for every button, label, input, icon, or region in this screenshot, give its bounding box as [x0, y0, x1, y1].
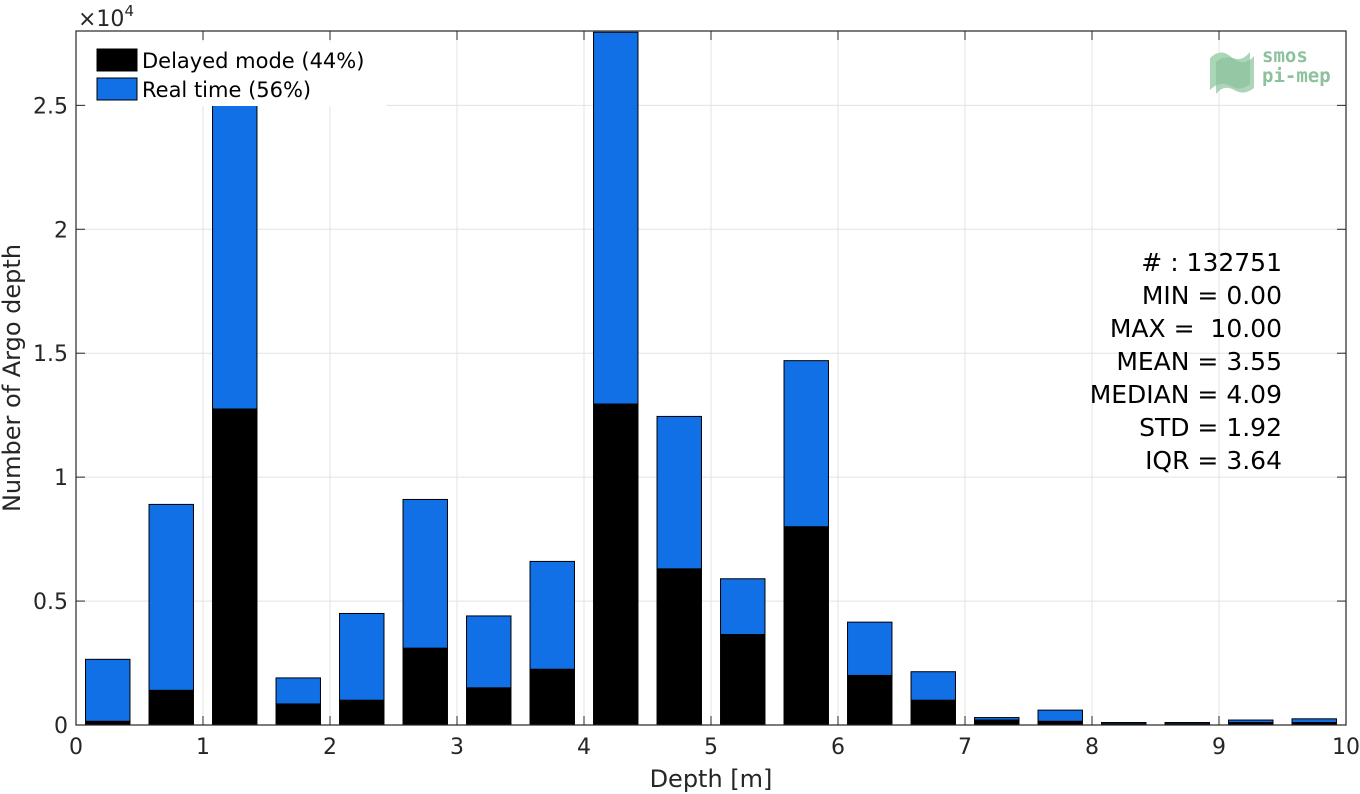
- x-tick-label: 0: [69, 735, 83, 760]
- bars: [85, 31, 1337, 726]
- bar-real-time: [1291, 718, 1337, 724]
- bar-real-time: [212, 98, 258, 410]
- y-axis-label: Number of Argo depth: [0, 244, 26, 512]
- bar-delayed-mode: [148, 689, 194, 726]
- legend-label-delayed: Delayed mode (44%): [142, 49, 364, 73]
- x-tick-label: 7: [958, 735, 972, 760]
- stat-max: MAX = 10.00: [1109, 314, 1282, 343]
- bar-real-time: [1228, 719, 1274, 724]
- bar-delayed-mode: [339, 699, 385, 726]
- bar-delayed-mode: [720, 634, 766, 726]
- bar-delayed-mode: [974, 719, 1020, 726]
- logo-line-1: smos: [1262, 45, 1308, 67]
- y-exponent-power: 4: [124, 2, 134, 20]
- stat-mean: MEAN = 3.55: [1116, 347, 1282, 376]
- x-tick-label: 8: [1085, 735, 1099, 760]
- bar-delayed-mode: [656, 568, 702, 726]
- bar-delayed-mode: [212, 408, 258, 726]
- x-tick-label: 3: [450, 735, 464, 760]
- bar-real-time: [847, 621, 893, 676]
- statistics-panel: # : 132751 MIN = 0.00 MAX = 10.00 MEAN =…: [1090, 246, 1282, 477]
- wave-icon: [1210, 52, 1254, 94]
- bar-real-time: [529, 560, 575, 670]
- x-tick-label: 5: [704, 735, 718, 760]
- y-tick-label: 2.5: [33, 94, 68, 119]
- x-tick-label: 9: [1212, 735, 1226, 760]
- legend: Delayed mode (44%) Real time (56%): [86, 42, 386, 106]
- axis-ticks: 0 1 2 3 4 5 6 7 8 9 10 0 0.5 1 1.5 2 2.5: [33, 31, 1360, 760]
- legend-label-realtime: Real time (56%): [142, 78, 311, 102]
- bar-delayed-mode: [847, 674, 893, 726]
- bar-real-time: [783, 360, 829, 528]
- bar-real-time: [1164, 722, 1210, 725]
- x-tick-label: 10: [1332, 735, 1360, 760]
- stat-min: MIN = 0.00: [1141, 281, 1282, 310]
- bar-real-time: [402, 498, 448, 649]
- bar-real-time: [148, 503, 194, 691]
- legend-swatch-realtime: [96, 77, 138, 101]
- y-tick-label: 2: [54, 218, 68, 243]
- y-tick-label: 1.5: [33, 342, 68, 367]
- stat-median: MEDIAN = 4.09: [1089, 380, 1282, 409]
- y-tick-label: 0: [54, 714, 68, 739]
- y-exponent-base: ×10: [78, 7, 124, 32]
- bar-real-time: [720, 578, 766, 636]
- bar-real-time: [593, 31, 639, 405]
- x-tick-label: 6: [831, 735, 845, 760]
- bar-delayed-mode: [783, 526, 829, 726]
- bar-real-time: [339, 612, 385, 701]
- legend-swatch-delayed: [96, 48, 138, 72]
- bar-real-time: [275, 677, 321, 705]
- bar-delayed-mode: [275, 703, 321, 726]
- stat-std: STD = 1.92: [1139, 413, 1282, 442]
- x-axis-label: Depth [m]: [650, 765, 773, 793]
- stat-iqr: IQR = 3.64: [1145, 446, 1282, 475]
- y-exponent-label: ×104: [78, 2, 134, 32]
- bar-real-time: [656, 415, 702, 570]
- bar-delayed-mode: [910, 699, 956, 726]
- bar-real-time: [974, 717, 1020, 721]
- bar-delayed-mode: [529, 668, 575, 726]
- bar-real-time: [466, 615, 512, 689]
- bar-delayed-mode: [466, 687, 512, 726]
- x-tick-label: 2: [323, 735, 337, 760]
- x-tick-label: 1: [196, 735, 210, 760]
- bar-real-time: [1037, 709, 1083, 722]
- y-tick-label: 0.5: [33, 590, 68, 615]
- bar-real-time: [910, 671, 956, 701]
- stat-count: # : 132751: [1141, 248, 1282, 277]
- bar-real-time: [85, 658, 131, 722]
- bar-delayed-mode: [402, 647, 448, 726]
- bar-delayed-mode: [593, 403, 639, 726]
- smos-pimep-logo: smos pi-mep: [1206, 44, 1346, 96]
- bar-real-time: [1101, 722, 1147, 725]
- logo-line-2: pi-mep: [1262, 65, 1331, 87]
- x-tick-label: 4: [577, 735, 591, 760]
- y-tick-label: 1: [54, 466, 68, 491]
